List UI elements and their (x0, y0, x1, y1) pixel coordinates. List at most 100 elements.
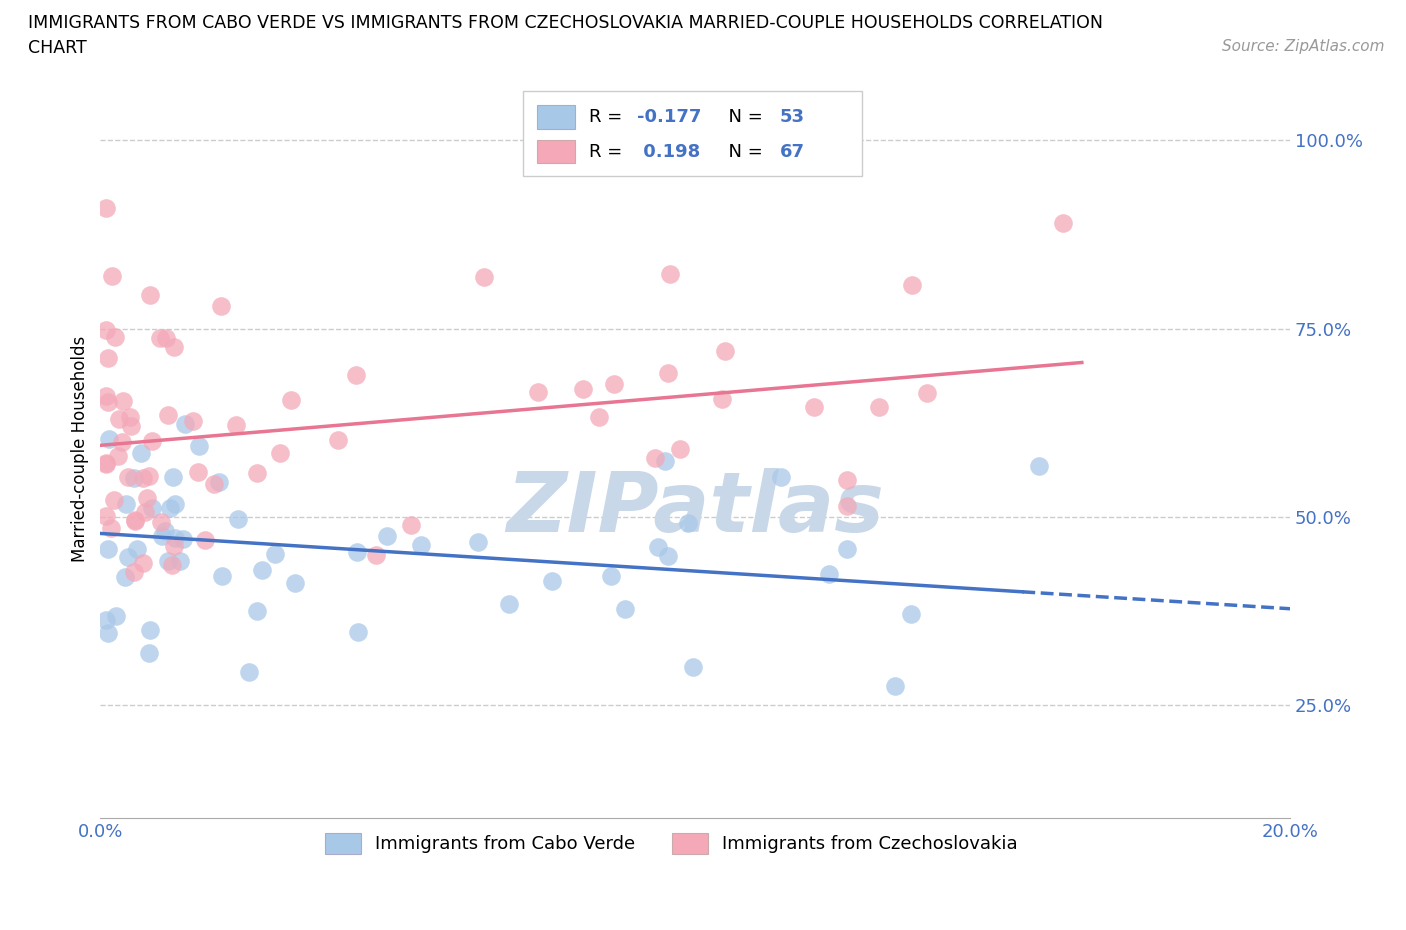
Point (225, 418, 247, 432)
Point (160, 558, 183, 573)
Point (714, 343, 737, 358)
Point (124, 512, 146, 527)
Point (194, 533, 217, 548)
Point (647, 539, 669, 554)
Point (540, 573, 562, 588)
Point (129, 446, 152, 461)
Point (211, 569, 233, 584)
Text: R =: R = (589, 108, 628, 126)
Point (162, 470, 184, 485)
FancyBboxPatch shape (537, 105, 575, 129)
Point (654, 454, 676, 469)
Point (117, 550, 139, 565)
Point (263, 547, 285, 562)
Point (226, 512, 249, 526)
Point (658, 266, 681, 281)
Y-axis label: Married-couple Households: Married-couple Households (72, 336, 89, 563)
Point (202, 476, 225, 491)
Point (770, 470, 793, 485)
Point (150, 514, 173, 529)
Point (366, 548, 388, 563)
Point (252, 563, 274, 578)
Point (97, 541, 120, 556)
Point (96, 457, 118, 472)
Point (174, 417, 197, 432)
Point (110, 435, 132, 450)
Point (246, 465, 269, 480)
Point (172, 531, 194, 546)
Point (124, 513, 146, 528)
Point (284, 576, 307, 591)
Point (657, 365, 679, 380)
Point (122, 471, 145, 485)
Point (835, 472, 858, 487)
Point (280, 392, 302, 407)
Point (169, 554, 191, 569)
Point (163, 339, 186, 354)
Point (527, 385, 550, 400)
Point (682, 660, 704, 675)
Point (132, 471, 155, 485)
Text: CHART: CHART (28, 39, 87, 57)
Point (96, 613, 118, 628)
Point (1052, 215, 1074, 230)
Point (711, 392, 734, 406)
Point (209, 299, 232, 313)
Point (122, 565, 145, 579)
Point (187, 465, 209, 480)
Point (803, 400, 825, 415)
Point (818, 566, 841, 581)
Point (326, 432, 349, 447)
Point (139, 622, 162, 637)
Point (149, 331, 172, 346)
Text: 0.198: 0.198 (637, 142, 700, 161)
Text: N =: N = (717, 142, 768, 161)
Point (96, 323, 118, 338)
Point (111, 393, 134, 408)
Point (238, 665, 260, 680)
Point (669, 442, 692, 457)
Point (344, 367, 367, 382)
Point (472, 270, 495, 285)
Point (603, 377, 626, 392)
Point (269, 445, 291, 460)
Point (108, 412, 131, 427)
Point (97, 351, 120, 365)
Point (136, 491, 159, 506)
FancyBboxPatch shape (523, 91, 862, 176)
Point (1028, 458, 1050, 473)
Point (96, 389, 118, 404)
Point (900, 277, 922, 292)
Point (181, 414, 204, 429)
Point (900, 607, 922, 622)
Point (150, 528, 173, 543)
Point (104, 329, 127, 344)
Point (600, 568, 623, 583)
Point (375, 528, 398, 543)
Text: IMMIGRANTS FROM CABO VERDE VS IMMIGRANTS FROM CZECHOSLOVAKIA MARRIED-COUPLE HOUS: IMMIGRANTS FROM CABO VERDE VS IMMIGRANTS… (28, 14, 1104, 32)
Point (125, 542, 148, 557)
Point (163, 497, 186, 512)
Point (97, 626, 120, 641)
Point (868, 400, 890, 415)
Point (346, 624, 368, 639)
Point (96, 456, 118, 471)
Text: ZIPatlas: ZIPatlas (506, 468, 884, 549)
Point (837, 499, 859, 514)
Point (678, 516, 700, 531)
Point (411, 538, 433, 552)
Point (883, 678, 905, 693)
Text: 53: 53 (780, 108, 804, 126)
Point (572, 381, 595, 396)
Point (467, 535, 489, 550)
Text: 67: 67 (780, 142, 804, 161)
Point (156, 553, 179, 568)
Point (107, 448, 129, 463)
Point (114, 569, 136, 584)
Point (163, 538, 186, 553)
Point (613, 602, 636, 617)
Point (100, 521, 122, 536)
Point (159, 500, 181, 515)
Point (153, 523, 176, 538)
Point (139, 287, 162, 302)
